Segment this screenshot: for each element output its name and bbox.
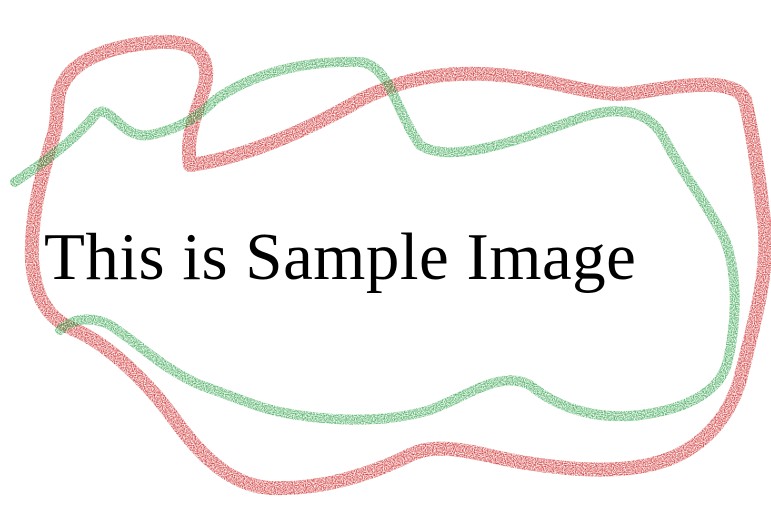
sample-image-caption: This is Sample Image (44, 220, 637, 294)
red-outline (24, 34, 771, 496)
green-outline (10, 56, 740, 425)
